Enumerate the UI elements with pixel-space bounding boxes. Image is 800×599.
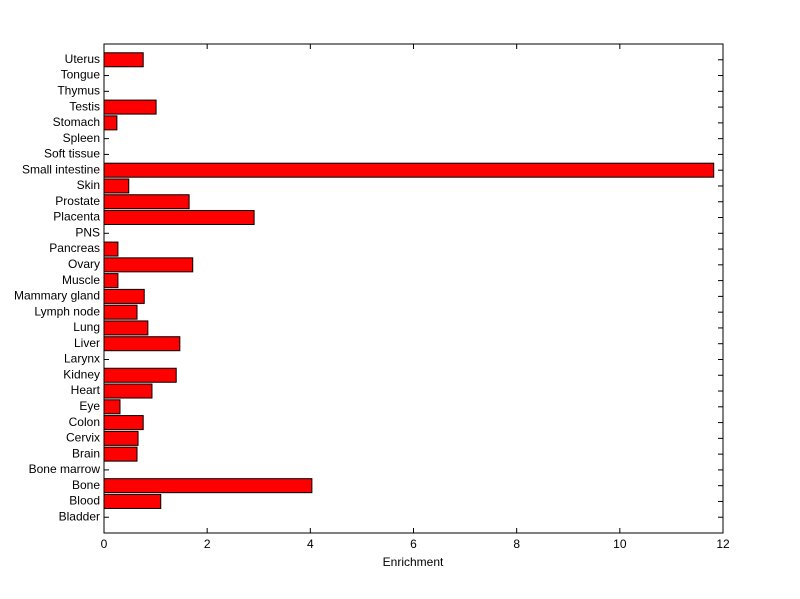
y-tick-label: Larynx bbox=[64, 352, 100, 366]
y-tick-label: Spleen bbox=[63, 131, 100, 145]
y-tick-label: Lung bbox=[73, 320, 100, 334]
y-tick-label: Bone marrow bbox=[29, 462, 101, 476]
bar bbox=[103, 257, 194, 273]
bar bbox=[103, 493, 162, 509]
y-tick-label: Small intestine bbox=[22, 162, 100, 176]
bar bbox=[103, 52, 144, 68]
bar bbox=[103, 162, 715, 178]
bar bbox=[103, 399, 121, 415]
y-tick-label: Blood bbox=[69, 494, 100, 508]
y-tick-label: Eye bbox=[79, 399, 100, 413]
y-tick-label: Thymus bbox=[57, 83, 100, 97]
y-tick-label: Ovary bbox=[68, 257, 100, 271]
x-tick-label: 2 bbox=[204, 537, 211, 551]
y-tick-label: Mammary gland bbox=[14, 289, 100, 303]
bar bbox=[103, 430, 139, 446]
y-tick-label: PNS bbox=[75, 225, 100, 239]
y-tick-label: Prostate bbox=[55, 194, 100, 208]
bar bbox=[103, 115, 118, 131]
y-tick-label: Colon bbox=[69, 415, 100, 429]
y-tick-label: Brain bbox=[72, 446, 100, 460]
bar bbox=[103, 273, 119, 289]
y-tick-label: Cervix bbox=[66, 431, 100, 445]
x-tick-label: 8 bbox=[513, 537, 520, 551]
y-tick-label: Kidney bbox=[63, 367, 100, 381]
y-tick-label: Skin bbox=[77, 178, 100, 192]
y-tick-label: Lymph node bbox=[34, 304, 100, 318]
bar bbox=[103, 178, 130, 194]
y-tick-label: Tongue bbox=[61, 68, 101, 82]
bar bbox=[103, 383, 153, 399]
x-tick-label: 10 bbox=[613, 537, 627, 551]
bar bbox=[103, 99, 157, 115]
bar bbox=[103, 320, 149, 336]
bar bbox=[103, 288, 145, 304]
bar bbox=[103, 210, 255, 226]
bar bbox=[103, 367, 177, 383]
x-tick-label: 0 bbox=[101, 537, 108, 551]
y-tick-label: Bone bbox=[72, 478, 100, 492]
y-tick-label: Stomach bbox=[53, 115, 100, 129]
x-tick-label: 12 bbox=[716, 537, 730, 551]
y-tick-label: Bladder bbox=[59, 509, 100, 523]
bar bbox=[103, 478, 313, 494]
bar bbox=[103, 304, 138, 320]
y-tick-label: Soft tissue bbox=[44, 147, 100, 161]
x-axis-label: Enrichment bbox=[383, 555, 444, 569]
y-tick-label: Testis bbox=[69, 99, 100, 113]
bar bbox=[103, 446, 138, 462]
y-tick-label: Uterus bbox=[65, 52, 100, 66]
bar bbox=[103, 194, 190, 210]
x-tick-label: 6 bbox=[410, 537, 417, 551]
bar bbox=[103, 241, 119, 257]
bar bbox=[103, 336, 181, 352]
y-tick-label: Placenta bbox=[53, 210, 100, 224]
bar bbox=[103, 415, 144, 431]
y-tick-label: Heart bbox=[71, 383, 101, 397]
x-tick-label: 4 bbox=[307, 537, 314, 551]
y-tick-label: Muscle bbox=[62, 273, 100, 287]
plot-frame bbox=[103, 43, 724, 534]
y-tick-label: Pancreas bbox=[49, 241, 100, 255]
y-tick-label: Liver bbox=[74, 336, 100, 350]
